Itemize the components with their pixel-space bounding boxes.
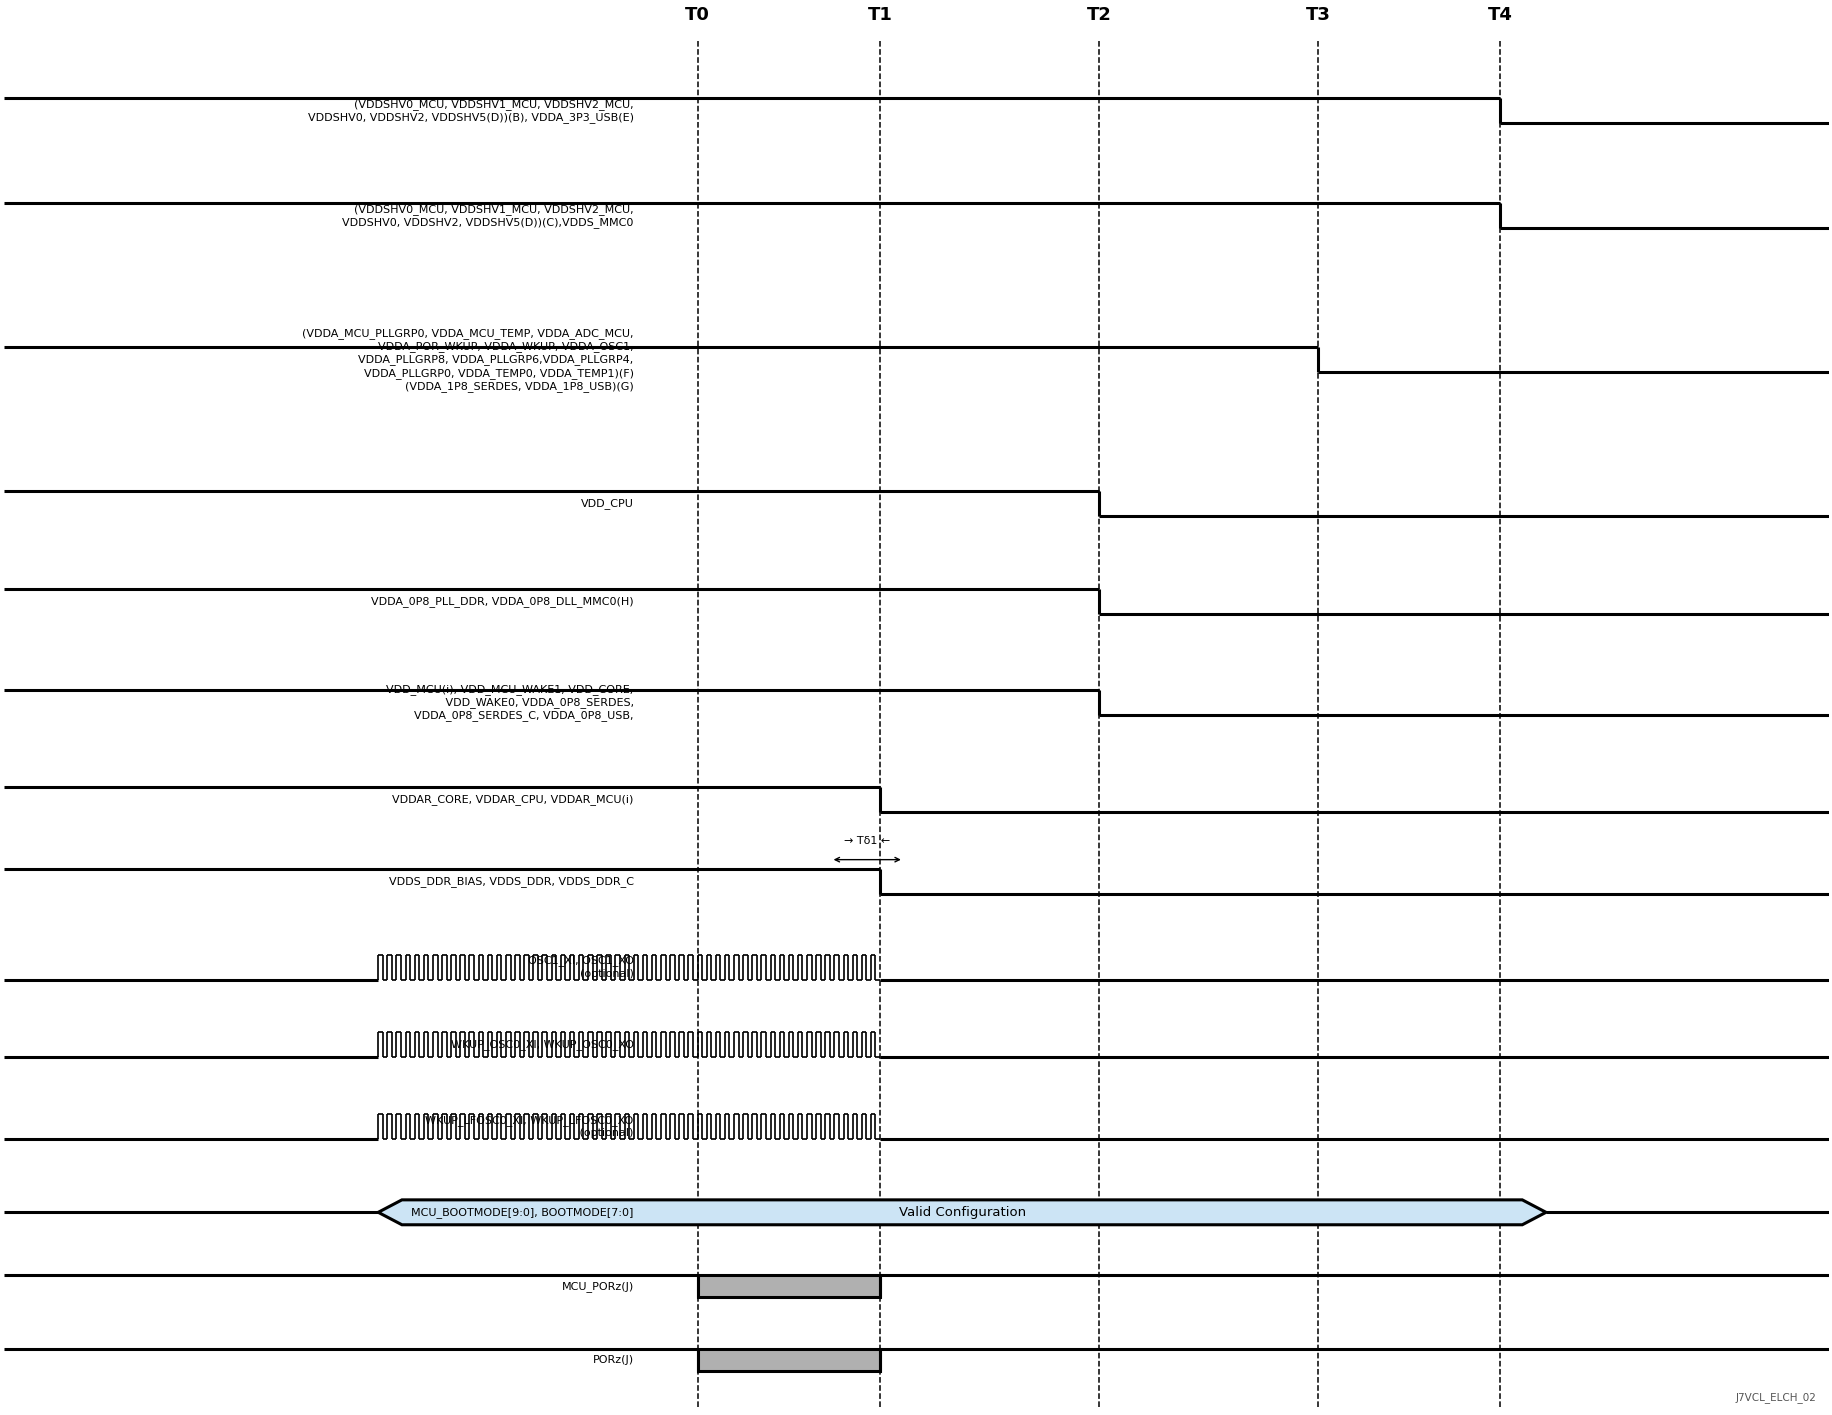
- Text: MCU_PORz(J): MCU_PORz(J): [561, 1281, 634, 1292]
- Text: T2: T2: [1086, 6, 1110, 24]
- Text: (VDDSHV0_MCU, VDDSHV1_MCU, VDDSHV2_MCU,
VDDSHV0, VDDSHV2, VDDSHV5(D))(C),VDDS_MM: (VDDSHV0_MCU, VDDSHV1_MCU, VDDSHV2_MCU, …: [343, 204, 634, 228]
- Text: WKUP_LFOSC0_XI, WKUP_LFOSC0_XO
         (optional): WKUP_LFOSC0_XI, WKUP_LFOSC0_XO (optional…: [425, 1115, 634, 1138]
- Text: PORz(J): PORz(J): [592, 1356, 634, 1365]
- Text: → Tδ1 ←: → Tδ1 ←: [845, 836, 890, 846]
- Text: VDDAR_CORE, VDDAR_CPU, VDDAR_MCU(i): VDDAR_CORE, VDDAR_CPU, VDDAR_MCU(i): [392, 794, 634, 805]
- Text: T1: T1: [867, 6, 892, 24]
- Bar: [698, 1275, 879, 1298]
- Text: VDD_CPU: VDD_CPU: [581, 498, 634, 509]
- Text: T4: T4: [1488, 6, 1511, 24]
- Text: (VDDSHV0_MCU, VDDSHV1_MCU, VDDSHV2_MCU,
VDDSHV0, VDDSHV2, VDDSHV5(D))(B), VDDA_3: (VDDSHV0_MCU, VDDSHV1_MCU, VDDSHV2_MCU, …: [308, 99, 634, 123]
- Text: Valid Configuration: Valid Configuration: [898, 1206, 1026, 1218]
- Text: VDDA_0P8_PLL_DDR, VDDA_0P8_DLL_MMC0(H): VDDA_0P8_PLL_DDR, VDDA_0P8_DLL_MMC0(H): [370, 596, 634, 607]
- Text: WKUP_OSC0_XI, WKUP_OSC0_XO: WKUP_OSC0_XI, WKUP_OSC0_XO: [451, 1040, 634, 1050]
- Text: VDDS_DDR_BIAS, VDDS_DDR, VDDS_DDR_C: VDDS_DDR_BIAS, VDDS_DDR, VDDS_DDR_C: [388, 876, 634, 887]
- Text: MCU_BOOTMODE[9:0], BOOTMODE[7:0]: MCU_BOOTMODE[9:0], BOOTMODE[7:0]: [410, 1207, 634, 1218]
- Text: VDD_MCU(i), VDD_MCU_WAKE1, VDD_CORE,
     VDD_WAKE0, VDDA_0P8_SERDES,
  VDDA_0P8: VDD_MCU(i), VDD_MCU_WAKE1, VDD_CORE, VDD…: [387, 683, 634, 722]
- Text: OSC1_XI, OSC1_XO
      (optional): OSC1_XI, OSC1_XO (optional): [528, 955, 634, 979]
- Polygon shape: [377, 1200, 1544, 1225]
- Text: (VDDA_MCU_PLLGRP0, VDDA_MCU_TEMP, VDDA_ADC_MCU,
    VDDA_POR_WKUP, VDDA_WKUP, VD: (VDDA_MCU_PLLGRP0, VDDA_MCU_TEMP, VDDA_A…: [302, 328, 634, 392]
- Text: T3: T3: [1304, 6, 1330, 24]
- Text: T0: T0: [685, 6, 709, 24]
- Bar: [698, 1350, 879, 1371]
- Text: J7VCL_ELCH_02: J7VCL_ELCH_02: [1735, 1392, 1816, 1404]
